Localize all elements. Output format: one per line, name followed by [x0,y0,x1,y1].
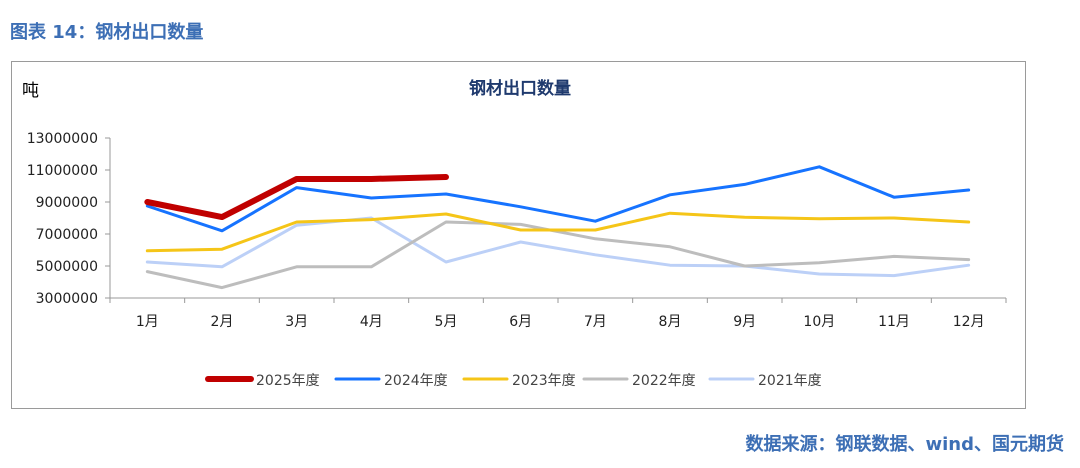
legend-label: 2024年度 [384,373,448,389]
legend-label: 2021年度 [758,373,822,389]
chart-title: 钢材出口数量 [469,78,571,99]
y-tick-label: 13000000 [27,131,98,147]
x-tick-label: 4月 [360,314,383,330]
x-tick-label: 12月 [953,314,985,330]
legend-label: 2025年度 [256,373,320,389]
y-tick-label: 7000000 [36,227,98,243]
y-tick-label: 9000000 [36,195,98,211]
y-axis-label: 吨 [22,81,39,101]
x-tick-label: 9月 [733,314,756,330]
figure-title: 图表 14：钢材出口数量 [10,22,204,43]
x-tick-label: 10月 [803,314,835,330]
series-line-2025年度 [144,174,449,221]
legend-label: 2022年度 [632,373,696,389]
chart-frame [11,61,1026,409]
x-tick-label: 7月 [584,314,607,330]
series-line-2021年度 [145,216,971,278]
x-tick-label: 3月 [285,314,308,330]
series-line-2022年度 [145,220,971,290]
x-tick-label: 5月 [435,314,458,330]
source-note: 数据来源：钢联数据、wind、国元期货 [745,434,1065,455]
x-tick-label: 2月 [211,314,234,330]
x-tick-label: 1月 [136,314,159,330]
x-tick-label: 6月 [509,314,532,330]
series-line-2023年度 [145,211,971,253]
y-tick-label: 5000000 [36,259,98,275]
legend-label: 2023年度 [512,373,576,389]
series-line-2024年度 [145,165,971,233]
y-tick-label: 3000000 [36,291,98,307]
y-tick-label: 11000000 [27,163,98,179]
x-tick-label: 8月 [659,314,682,330]
x-tick-label: 11月 [878,314,910,330]
